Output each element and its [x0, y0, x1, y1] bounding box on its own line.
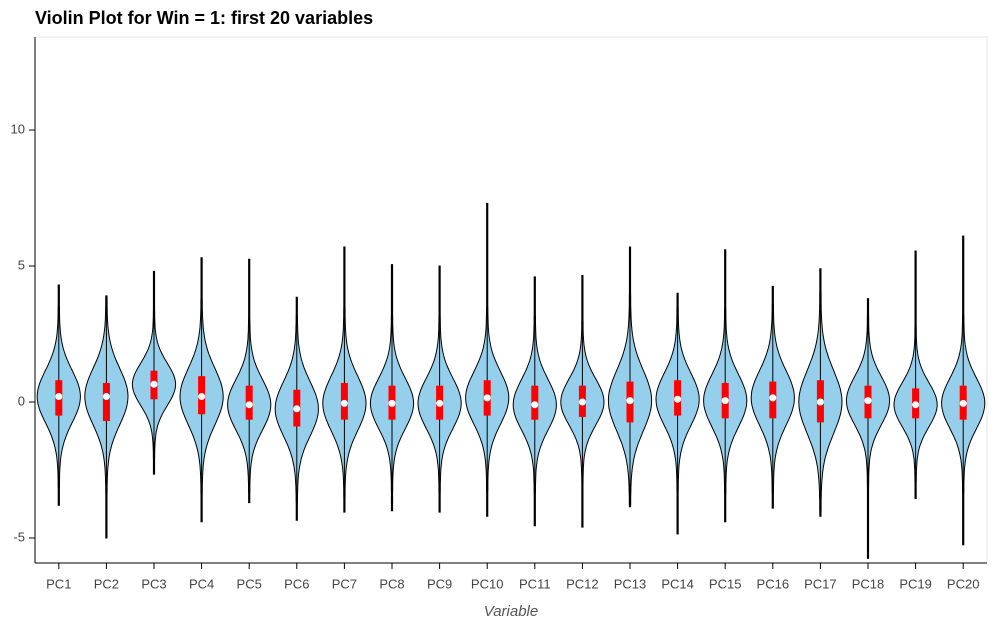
- median: [245, 401, 253, 409]
- x-axis-label: Variable: [484, 603, 538, 620]
- x-tick-label: PC20: [947, 576, 980, 591]
- x-tick-label: PC19: [899, 576, 932, 591]
- chart-title: Violin Plot for Win = 1: first 20 variab…: [35, 8, 373, 28]
- y-tick-label: -5: [13, 529, 25, 544]
- median: [626, 397, 634, 405]
- quartile-box: [102, 382, 110, 422]
- median: [436, 399, 444, 407]
- x-tick-label: PC13: [614, 576, 647, 591]
- x-tick-label: PC17: [804, 576, 837, 591]
- median: [531, 401, 539, 409]
- plot-frame: [34, 36, 988, 564]
- x-tick-label: PC14: [661, 576, 694, 591]
- median: [483, 394, 491, 402]
- x-tick-label: PC6: [284, 576, 309, 591]
- median: [864, 397, 872, 405]
- x-tick-label: PC7: [332, 576, 357, 591]
- y-tick-label: 5: [18, 257, 25, 272]
- y-tick-label: 0: [18, 393, 25, 408]
- median: [578, 398, 586, 406]
- x-tick-label: PC5: [237, 576, 262, 591]
- median: [721, 397, 729, 405]
- x-tick-label: PC11: [519, 576, 551, 591]
- x-tick-label: PC15: [709, 576, 742, 591]
- x-tick-label: PC9: [427, 576, 452, 591]
- median: [340, 399, 348, 407]
- x-tick-label: PC2: [94, 576, 119, 591]
- median: [816, 398, 824, 406]
- x-tick-label: PC12: [566, 576, 599, 591]
- median: [102, 393, 110, 401]
- median: [198, 393, 206, 401]
- x-tick-label: PC4: [189, 576, 214, 591]
- x-tick-label: PC18: [852, 576, 885, 591]
- median: [959, 399, 967, 407]
- x-tick-label: PC16: [757, 576, 790, 591]
- median: [150, 380, 158, 388]
- median: [293, 405, 301, 413]
- y-tick-label: 10: [11, 121, 25, 136]
- x-tick-label: PC1: [46, 576, 71, 591]
- x-tick-label: PC3: [141, 576, 166, 591]
- x-tick-label: PC10: [471, 576, 504, 591]
- median: [55, 393, 63, 401]
- median: [769, 394, 777, 402]
- median: [912, 401, 920, 409]
- x-tick-label: PC8: [379, 576, 404, 591]
- median: [388, 399, 396, 407]
- median: [674, 395, 682, 403]
